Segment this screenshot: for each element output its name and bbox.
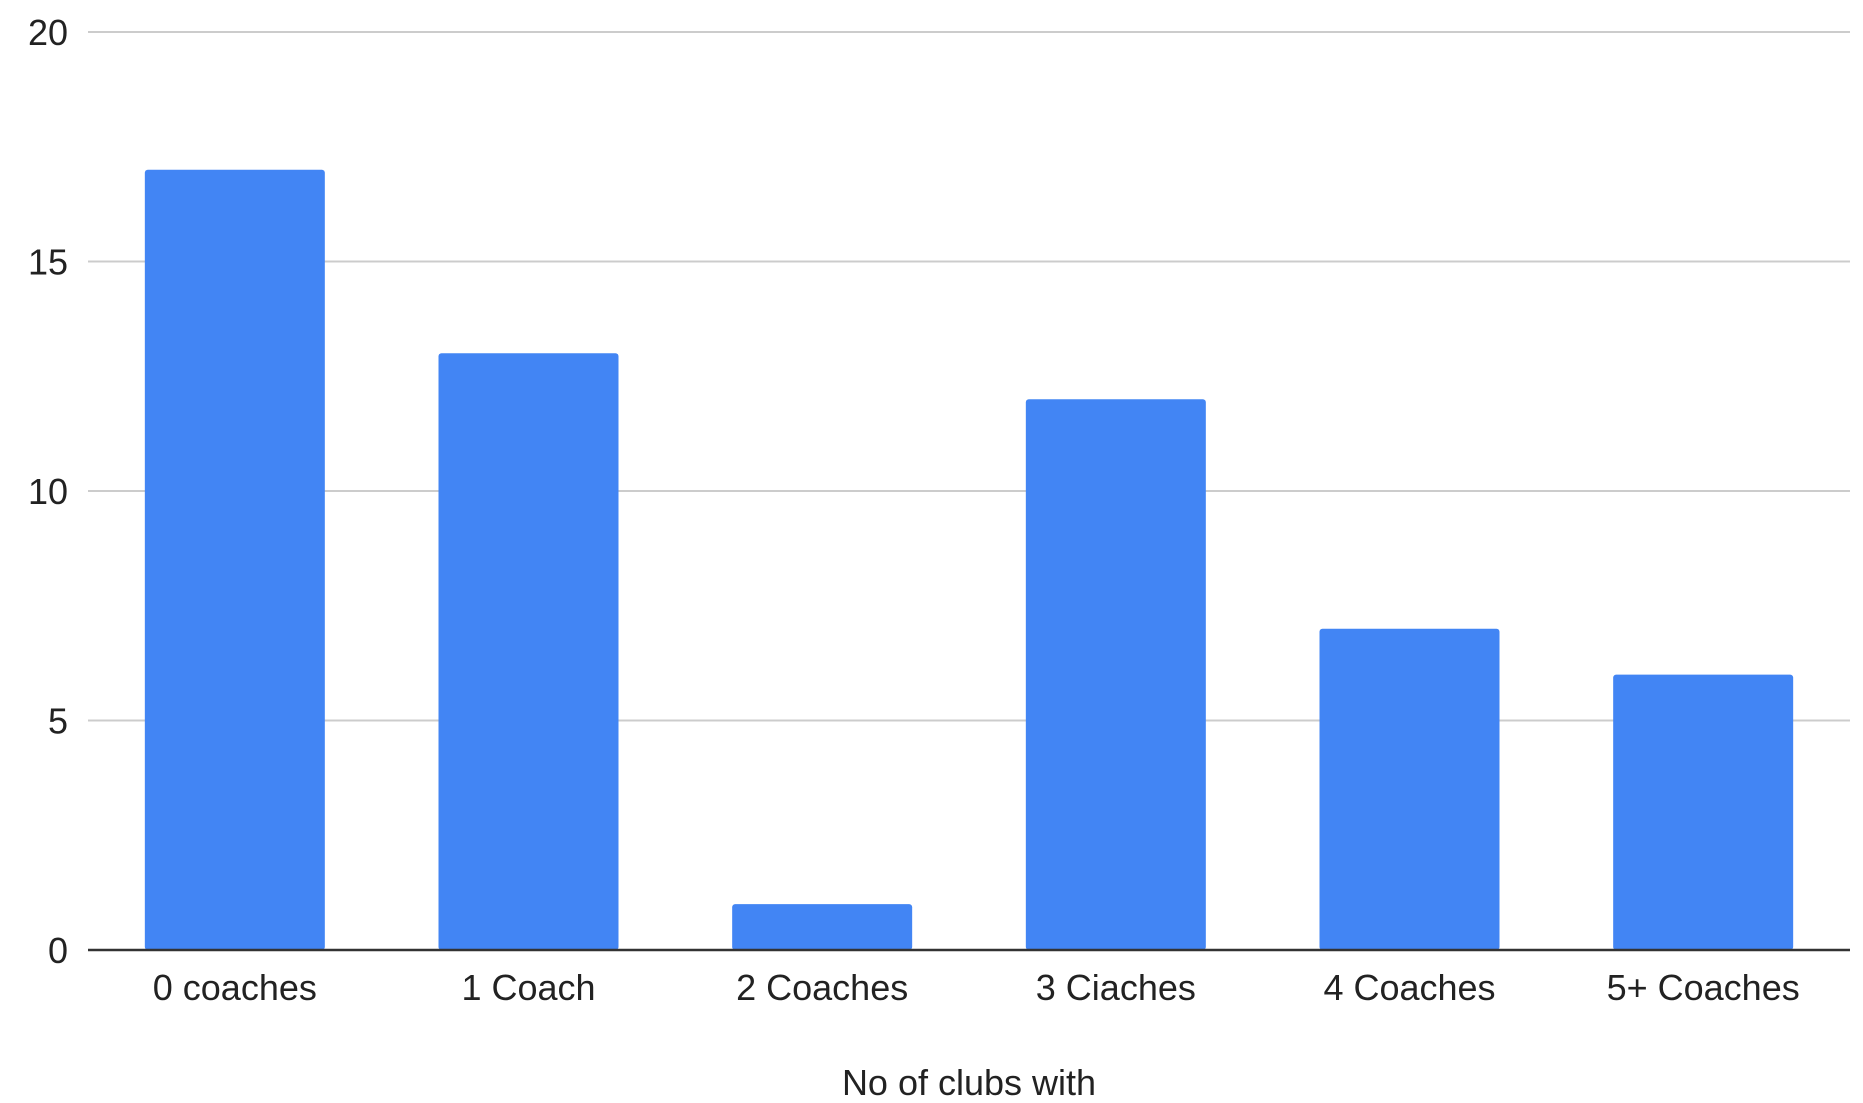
gridlines bbox=[88, 31, 1850, 722]
x-axis-title: No of clubs with bbox=[842, 1062, 1096, 1103]
y-tick-label: 10 bbox=[28, 471, 68, 512]
y-tick-label: 5 bbox=[48, 701, 68, 742]
bar bbox=[438, 353, 619, 950]
bar bbox=[144, 169, 325, 950]
y-tick-label: 0 bbox=[48, 930, 68, 971]
y-axis-ticks: 0 5 10 15 20 bbox=[28, 12, 68, 971]
x-tick-label: 3 Ciaches bbox=[1036, 967, 1196, 1008]
x-tick-label: 2 Coaches bbox=[736, 967, 908, 1008]
x-axis-ticks: 0 coaches 1 Coach 2 Coaches 3 Ciaches 4 Coac… bbox=[153, 967, 1800, 1008]
bar bbox=[1319, 628, 1500, 950]
y-tick-label: 20 bbox=[28, 12, 68, 53]
bars bbox=[144, 169, 1794, 950]
y-tick-label: 15 bbox=[28, 242, 68, 283]
bar bbox=[1025, 399, 1206, 950]
bar bbox=[1613, 674, 1794, 950]
x-tick-label: 5+ Coaches bbox=[1607, 967, 1800, 1008]
x-tick-label: 1 Coach bbox=[461, 967, 595, 1008]
bar bbox=[732, 904, 913, 950]
x-tick-label: 0 coaches bbox=[153, 967, 317, 1008]
x-tick-label: 4 Coaches bbox=[1323, 967, 1495, 1008]
